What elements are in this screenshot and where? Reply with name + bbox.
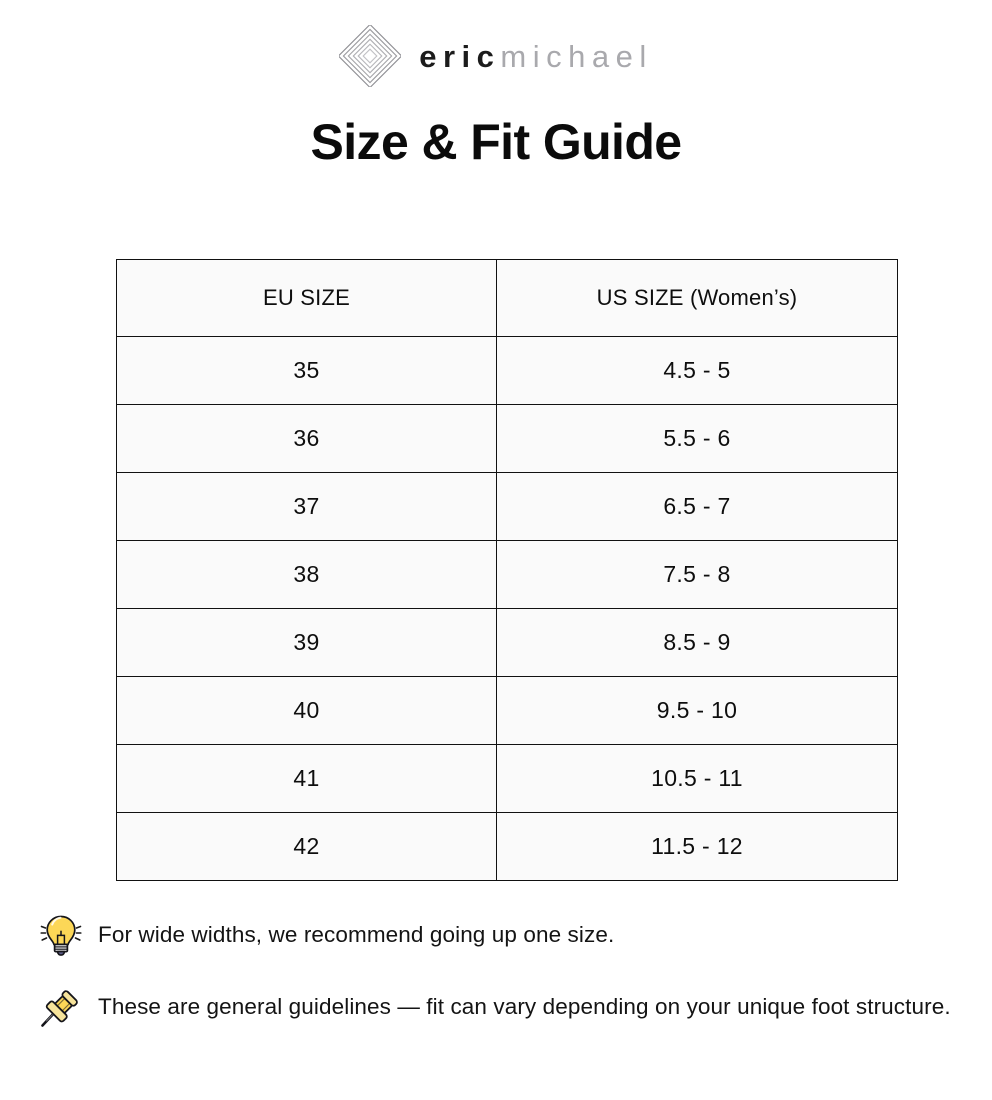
pushpin-icon <box>38 984 84 1030</box>
page-title: Size & Fit Guide <box>310 114 683 170</box>
cell-us-size: 7.5 - 8 <box>496 540 898 609</box>
table-row: 39 8.5 - 9 <box>116 608 898 677</box>
concentric-diamond-logo-icon <box>339 25 402 87</box>
table-row: 42 11.5 - 12 <box>116 812 898 881</box>
table-row: 35 4.5 - 5 <box>116 336 898 405</box>
cell-us-size: 4.5 - 5 <box>496 336 898 405</box>
brand-header: ericmichael <box>0 0 992 87</box>
cell-us-size: 6.5 - 7 <box>496 472 898 541</box>
cell-us-size: 11.5 - 12 <box>496 812 898 881</box>
cell-eu-size: 39 <box>116 608 497 677</box>
note-general-guidelines: These are general guidelines — fit can v… <box>38 984 973 1030</box>
table-header-row: EU SIZE US SIZE (Women’s) <box>116 259 898 337</box>
column-header-us-size: US SIZE (Women’s) <box>496 259 898 337</box>
cell-eu-size: 38 <box>116 540 497 609</box>
cell-us-size: 5.5 - 6 <box>496 404 898 473</box>
cell-eu-size: 40 <box>116 676 497 745</box>
table-row: 36 5.5 - 6 <box>116 404 898 473</box>
wordmark-primary: eric <box>419 38 501 74</box>
note-text: These are general guidelines — fit can v… <box>98 994 951 1019</box>
wordmark-secondary: michael <box>500 38 653 74</box>
table-row: 38 7.5 - 8 <box>116 540 898 609</box>
table-row: 40 9.5 - 10 <box>116 676 898 745</box>
cell-us-size: 9.5 - 10 <box>496 676 898 745</box>
cell-us-size: 8.5 - 9 <box>496 608 898 677</box>
table-row: 41 10.5 - 11 <box>116 744 898 813</box>
cell-us-size: 10.5 - 11 <box>496 744 898 813</box>
cell-eu-size: 35 <box>116 336 497 405</box>
cell-eu-size: 42 <box>116 812 497 881</box>
table-row: 37 6.5 - 7 <box>116 472 898 541</box>
size-conversion-table: EU SIZE US SIZE (Women’s) 35 4.5 - 5 36 … <box>116 259 898 881</box>
cell-eu-size: 41 <box>116 744 497 813</box>
note-text: For wide widths, we recommend going up o… <box>98 922 615 947</box>
size-table-container: EU SIZE US SIZE (Women’s) 35 4.5 - 5 36 … <box>116 259 898 881</box>
column-header-eu-size: EU SIZE <box>116 259 497 337</box>
cell-eu-size: 36 <box>116 404 497 473</box>
footnotes: For wide widths, we recommend going up o… <box>38 912 973 1056</box>
note-wide-widths: For wide widths, we recommend going up o… <box>38 912 973 958</box>
table-body: 35 4.5 - 5 36 5.5 - 6 37 6.5 - 7 38 7.5 … <box>116 336 898 881</box>
brand-wordmark: ericmichael <box>419 41 653 72</box>
light-bulb-icon <box>38 912 84 958</box>
cell-eu-size: 37 <box>116 472 497 541</box>
